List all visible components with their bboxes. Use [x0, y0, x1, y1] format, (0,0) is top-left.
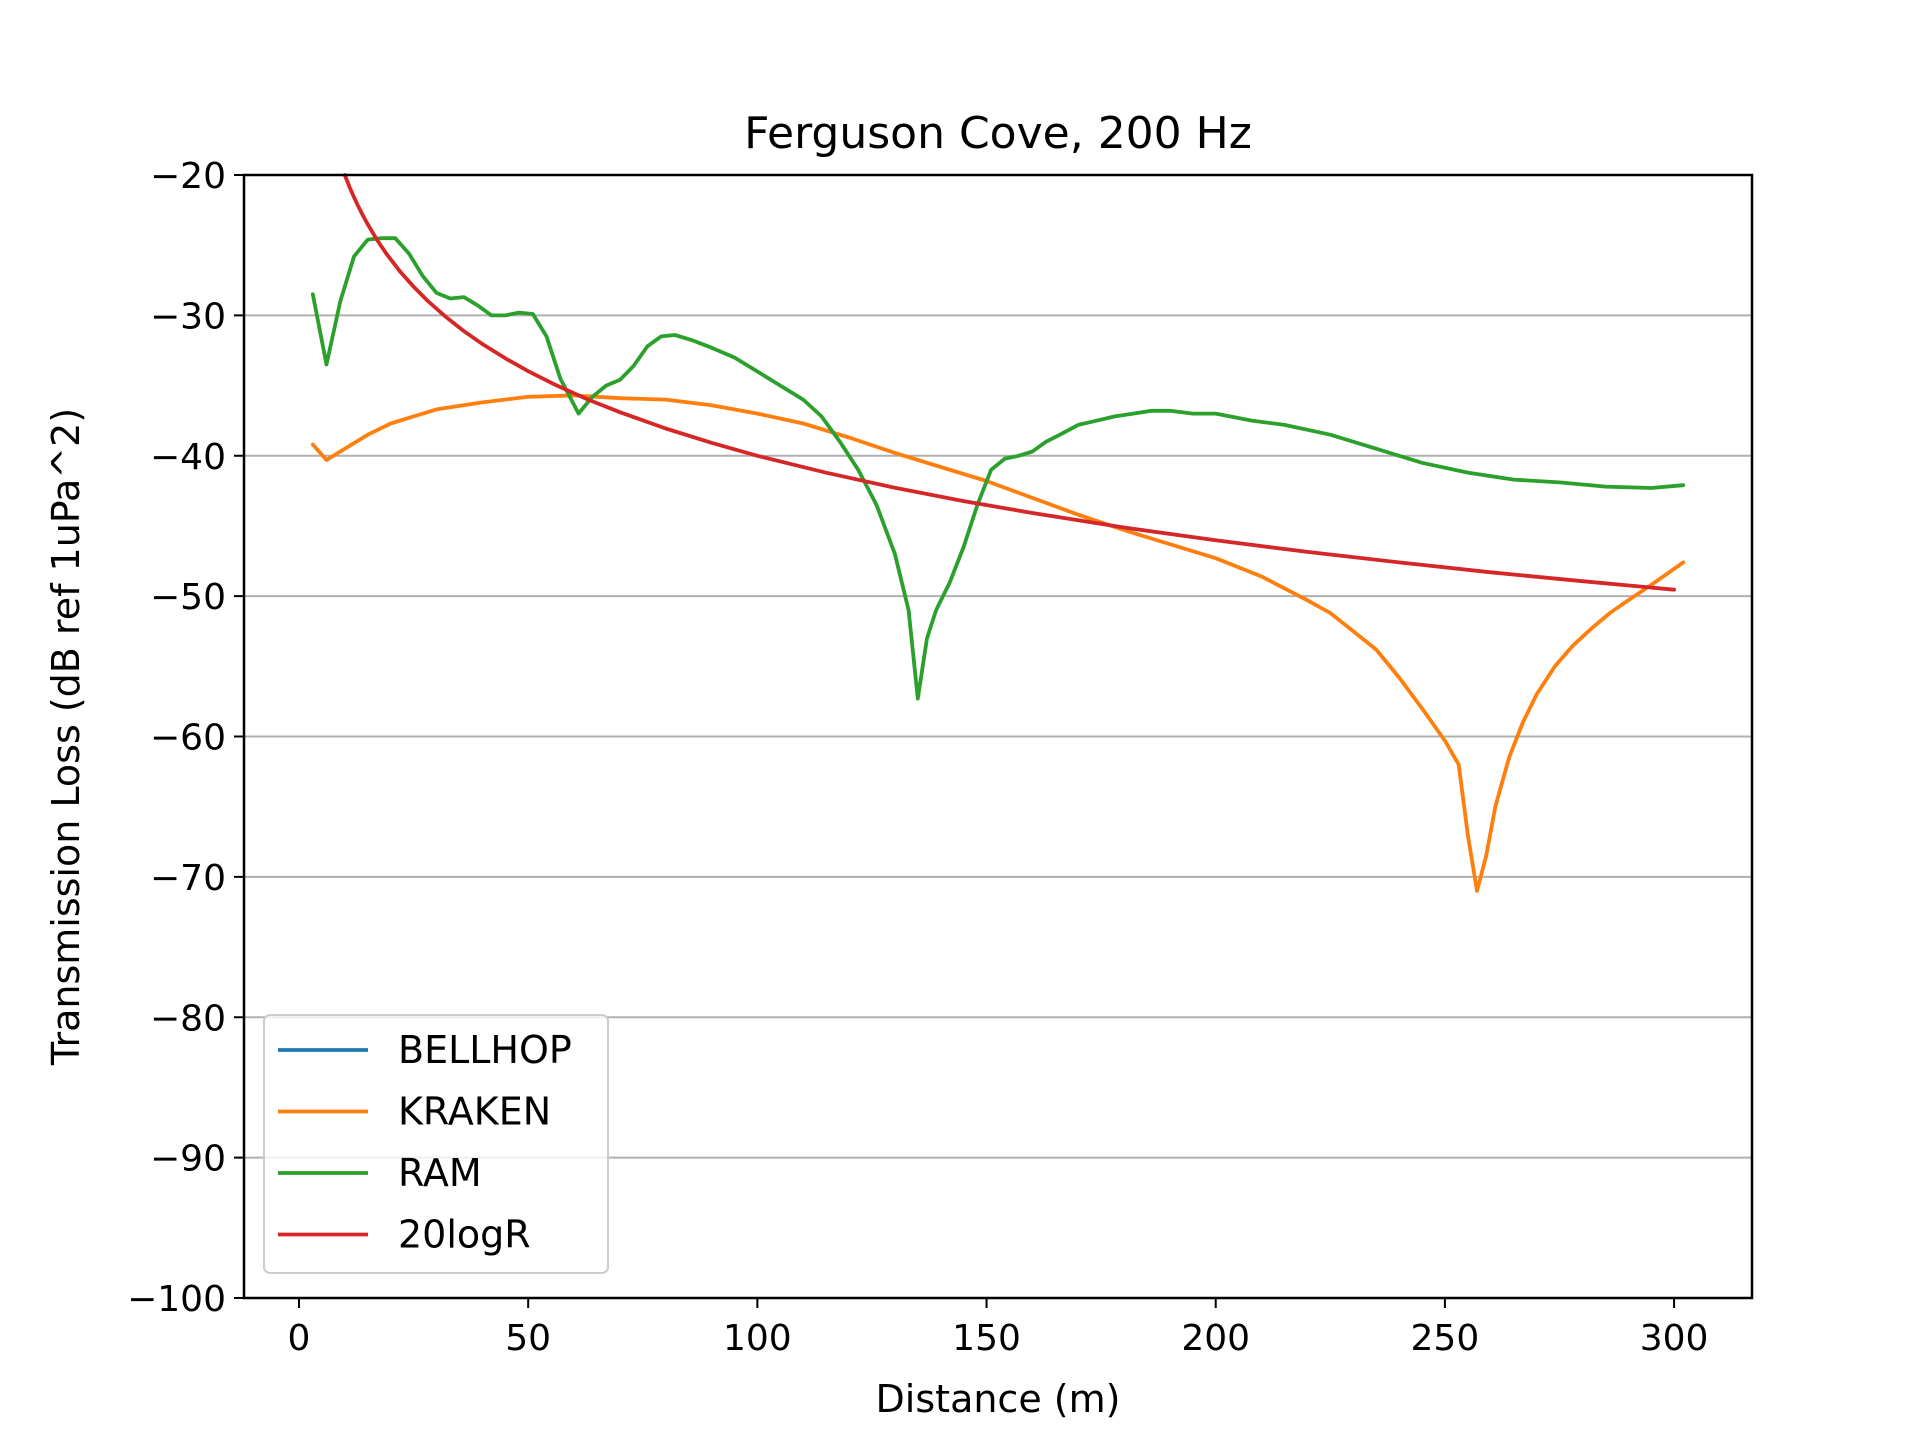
legend-label: RAM — [398, 1151, 482, 1195]
chart-title: Ferguson Cove, 200 Hz — [744, 108, 1252, 159]
x-tick-label: 50 — [505, 1318, 551, 1359]
legend-label: BELLHOP — [398, 1028, 572, 1072]
y-tick-label: −40 — [150, 437, 226, 478]
legend-label: KRAKEN — [398, 1090, 551, 1134]
legend-box — [263, 1014, 609, 1274]
series-layer — [310, 173, 1686, 893]
y-tick-label: −100 — [127, 1279, 226, 1320]
series-line-ram — [310, 236, 1686, 701]
y-tick-label: −20 — [150, 156, 226, 197]
x-tick-label: 250 — [1411, 1318, 1480, 1359]
legend-label: 20logR — [398, 1213, 531, 1257]
x-tick-label: 150 — [952, 1318, 1021, 1359]
y-tick-label: −50 — [150, 577, 226, 618]
x-tick-label: 100 — [723, 1318, 792, 1359]
y-tick-label: −80 — [150, 998, 226, 1039]
legend: BELLHOP KRAKEN RAM 20logR — [263, 1014, 609, 1274]
x-axis-label: Distance (m) — [876, 1377, 1121, 1421]
x-tick-label: 200 — [1181, 1318, 1250, 1359]
series-line-20logr — [342, 173, 1676, 592]
y-tick-label: −90 — [150, 1139, 226, 1180]
y-axis-label: Transmission Loss (dB ref 1uPa^2) — [44, 408, 88, 1066]
y-tick-label: −70 — [150, 858, 226, 899]
ticks-layer: 0 50 100 150 200 250 300 −20 −30 −40 −50 −60 −70 −80 −… — [127, 156, 1708, 1359]
x-tick-label: 300 — [1640, 1318, 1709, 1359]
x-tick-label: 0 — [288, 1318, 311, 1359]
series-line-kraken — [310, 393, 1686, 893]
y-tick-label: −60 — [150, 718, 226, 759]
y-tick-label: −30 — [150, 296, 226, 337]
